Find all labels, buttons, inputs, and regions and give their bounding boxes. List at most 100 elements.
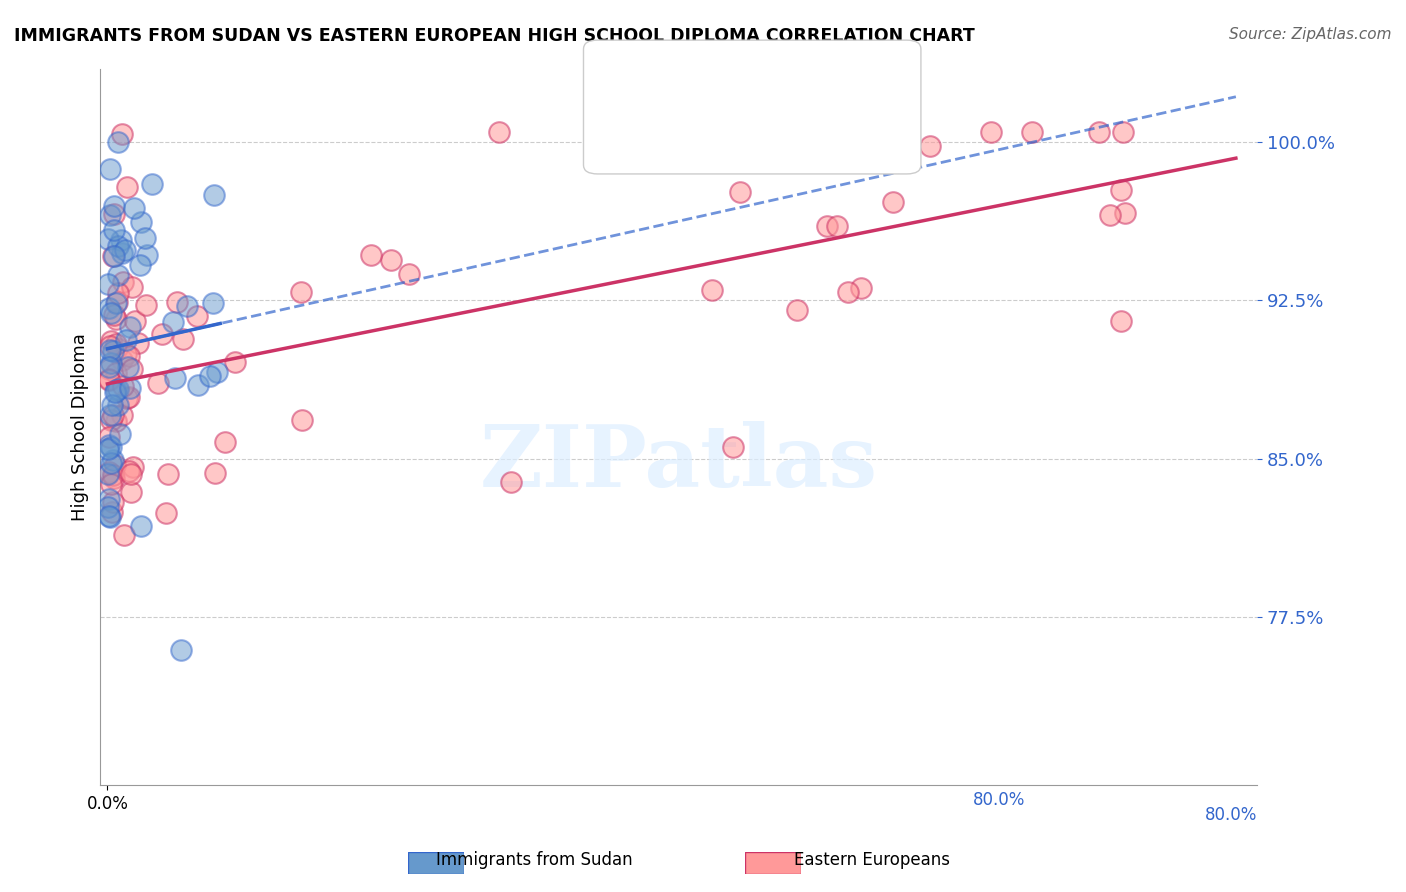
Eastern Europeans: [98, 430, 121, 444]
Eastern Europeans: [100, 334, 122, 348]
Eastern Europeans: [103, 249, 125, 263]
Eastern Europeans: [104, 366, 127, 380]
Immigrants from Sudan: [117, 359, 139, 374]
Immigrants from Sudan: [202, 187, 225, 202]
Eastern Europeans: [499, 475, 522, 489]
Immigrants from Sudan: [100, 398, 122, 412]
Eastern Europeans: [121, 362, 143, 376]
Eastern Europeans: [100, 412, 122, 426]
Eastern Europeans: [360, 248, 382, 262]
Text: 80.0%: 80.0%: [1205, 806, 1257, 824]
Eastern Europeans: [146, 376, 169, 390]
Eastern Europeans: [1111, 184, 1133, 198]
Eastern Europeans: [214, 435, 236, 450]
Immigrants from Sudan: [97, 467, 120, 481]
Eastern Europeans: [97, 466, 120, 480]
Immigrants from Sudan: [98, 301, 121, 316]
Eastern Europeans: [166, 294, 188, 309]
Eastern Europeans: [1114, 206, 1136, 220]
Immigrants from Sudan: [120, 381, 142, 395]
Eastern Europeans: [728, 185, 751, 199]
Immigrants from Sudan: [187, 378, 209, 392]
Immigrants from Sudan: [97, 360, 120, 375]
Y-axis label: High School Diploma: High School Diploma: [72, 333, 89, 521]
Immigrants from Sudan: [162, 315, 184, 329]
Eastern Europeans: [135, 298, 157, 312]
Eastern Europeans: [846, 125, 869, 139]
Immigrants from Sudan: [110, 427, 132, 442]
Eastern Europeans: [488, 125, 510, 139]
Immigrants from Sudan: [104, 383, 127, 397]
Eastern Europeans: [115, 347, 138, 361]
Eastern Europeans: [380, 252, 402, 267]
Legend: , : ,: [683, 78, 755, 160]
Immigrants from Sudan: [136, 248, 159, 262]
Eastern Europeans: [100, 476, 122, 491]
Eastern Europeans: [115, 180, 138, 194]
Eastern Europeans: [111, 275, 134, 289]
Eastern Europeans: [124, 314, 146, 328]
Immigrants from Sudan: [107, 239, 129, 253]
Text: IMMIGRANTS FROM SUDAN VS EASTERN EUROPEAN HIGH SCHOOL DIPLOMA CORRELATION CHART: IMMIGRANTS FROM SUDAN VS EASTERN EUROPEA…: [14, 27, 974, 45]
Text: R = 0.337: R = 0.337: [665, 95, 763, 112]
Immigrants from Sudan: [165, 371, 187, 385]
Immigrants from Sudan: [111, 245, 134, 260]
Immigrants from Sudan: [101, 452, 124, 467]
Eastern Europeans: [105, 337, 128, 351]
Immigrants from Sudan: [97, 500, 120, 514]
Immigrants from Sudan: [169, 643, 191, 657]
Eastern Europeans: [98, 339, 121, 353]
Immigrants from Sudan: [98, 408, 121, 422]
Eastern Europeans: [118, 350, 141, 364]
Eastern Europeans: [104, 458, 127, 472]
Eastern Europeans: [105, 294, 128, 309]
Eastern Europeans: [186, 309, 208, 323]
Eastern Europeans: [721, 440, 744, 454]
Text: R = 0.016: R = 0.016: [665, 50, 763, 68]
Eastern Europeans: [111, 379, 134, 393]
Eastern Europeans: [97, 371, 120, 385]
Immigrants from Sudan: [104, 385, 127, 400]
Immigrants from Sudan: [103, 249, 125, 263]
Eastern Europeans: [105, 414, 128, 428]
Eastern Europeans: [97, 361, 120, 376]
Immigrants from Sudan: [100, 356, 122, 370]
Text: Source: ZipAtlas.com: Source: ZipAtlas.com: [1229, 27, 1392, 42]
Immigrants from Sudan: [131, 519, 153, 533]
Eastern Europeans: [172, 332, 194, 346]
Eastern Europeans: [224, 355, 246, 369]
Immigrants from Sudan: [98, 343, 121, 357]
Text: Eastern Europeans: Eastern Europeans: [794, 851, 949, 869]
Eastern Europeans: [101, 495, 124, 509]
Immigrants from Sudan: [97, 277, 120, 292]
Eastern Europeans: [111, 409, 134, 423]
Eastern Europeans: [117, 391, 139, 405]
Text: ZIPatlas: ZIPatlas: [479, 421, 877, 505]
Eastern Europeans: [815, 219, 838, 234]
Eastern Europeans: [97, 373, 120, 387]
Immigrants from Sudan: [101, 344, 124, 359]
Eastern Europeans: [121, 280, 143, 294]
Eastern Europeans: [849, 281, 872, 295]
Immigrants from Sudan: [128, 258, 150, 272]
Immigrants from Sudan: [100, 440, 122, 454]
Immigrants from Sudan: [115, 334, 138, 348]
Eastern Europeans: [122, 460, 145, 475]
Immigrants from Sudan: [129, 215, 152, 229]
Text: N = 57: N = 57: [773, 50, 841, 68]
Eastern Europeans: [156, 467, 179, 482]
Eastern Europeans: [107, 285, 129, 300]
Eastern Europeans: [117, 464, 139, 478]
Immigrants from Sudan: [98, 208, 121, 222]
Eastern Europeans: [120, 467, 142, 481]
Immigrants from Sudan: [207, 365, 229, 379]
Eastern Europeans: [291, 412, 314, 426]
Eastern Europeans: [700, 283, 723, 297]
Eastern Europeans: [101, 408, 124, 422]
Eastern Europeans: [111, 352, 134, 367]
Eastern Europeans: [786, 302, 808, 317]
Eastern Europeans: [398, 267, 420, 281]
Eastern Europeans: [103, 468, 125, 483]
Immigrants from Sudan: [120, 320, 142, 334]
Eastern Europeans: [1112, 125, 1135, 139]
